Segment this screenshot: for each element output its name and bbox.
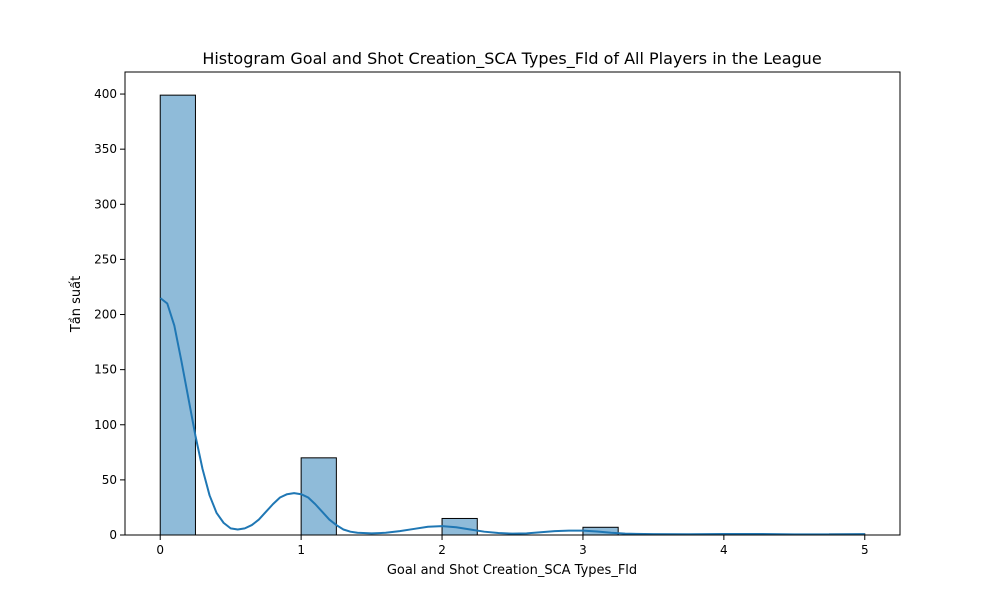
y-tick-label: 50 (102, 473, 117, 487)
plot-area-frame (124, 71, 901, 536)
y-tick-label: 100 (94, 418, 117, 432)
x-tick-label: 1 (297, 543, 305, 557)
y-tick-label: 0 (109, 528, 117, 542)
x-axis-label: Goal and Shot Creation_SCA Types_Fld (387, 563, 637, 578)
x-ticks: 0 1 2 3 4 5 (156, 535, 869, 557)
x-tick-label: 4 (720, 543, 728, 557)
y-ticks: 0 50 100 150 200 250 300 350 400 (94, 87, 125, 542)
x-tick-label: 3 (579, 543, 587, 557)
y-tick-label: 350 (94, 142, 117, 156)
x-tick-label: 5 (861, 543, 869, 557)
histogram-bar (159, 94, 196, 536)
y-axis-label: Tần suất (69, 276, 84, 333)
kde-layer (159, 297, 865, 536)
y-tick-label: 150 (94, 363, 117, 377)
y-tick-label: 250 (94, 252, 117, 266)
y-tick-label: 300 (94, 197, 117, 211)
x-tick-label: 0 (156, 543, 164, 557)
bars-layer (159, 94, 866, 536)
y-tick-label: 400 (94, 87, 117, 101)
x-tick-label: 2 (438, 543, 446, 557)
chart-title: Histogram Goal and Shot Creation_SCA Typ… (202, 49, 821, 69)
kde-line (159, 297, 865, 536)
y-tick-label: 200 (94, 308, 117, 322)
